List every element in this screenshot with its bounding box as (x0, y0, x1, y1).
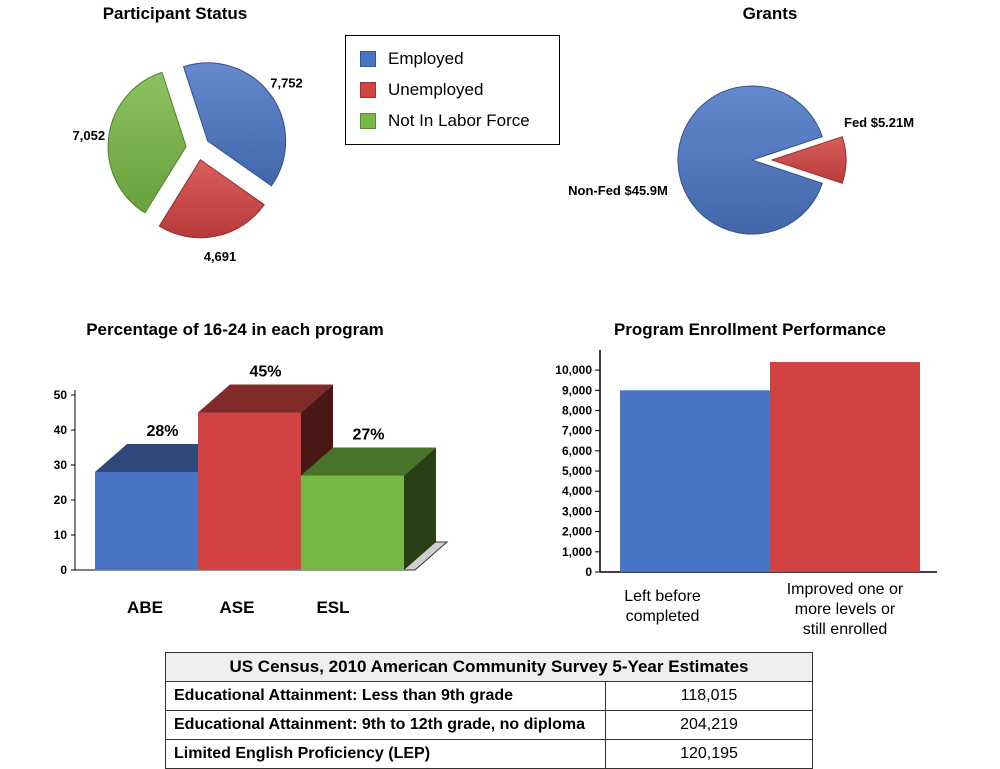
legend-item-unemployed: Unemployed (360, 79, 483, 101)
legend-label-not-in-labor-force: Not In Labor Force (388, 111, 530, 130)
table-row: Limited English Proficiency (LEP) 120,19… (165, 739, 813, 769)
category-label-line: Improved one or (786, 581, 904, 598)
percentage-16-24-title: Percentage of 16-24 in each program (86, 320, 384, 339)
category-label-line: Left before (624, 588, 701, 605)
percentage-16-24-bar-chart: 0 10 20 30 40 50 28% 45% 27% (54, 364, 449, 577)
category-label-abe: ABE (127, 598, 163, 617)
category-label-esl: ESL (316, 598, 350, 617)
y-tick-label: 8,000 (562, 403, 592, 417)
pie-value-label: Fed $5.21M (844, 115, 914, 130)
bar-side-esl (404, 447, 436, 570)
table-cell-label: Educational Attainment: Less than 9th gr… (165, 681, 606, 711)
y-tick-label: 3,000 (562, 504, 592, 518)
category-label-improved: Improved one or more levels or still enr… (765, 580, 925, 640)
y-tick-label: 0 (585, 565, 592, 579)
y-tick-label: 10 (54, 528, 68, 542)
pie-slice-unemployed (158, 159, 265, 239)
grants-title: Grants (742, 4, 798, 23)
bar-abe (95, 472, 198, 570)
legend-label-employed: Employed (388, 49, 464, 68)
bar-improved-or-enrolled (770, 362, 920, 572)
census-table: US Census, 2010 American Community Surve… (165, 652, 813, 769)
bar-left-before-completed (620, 390, 770, 572)
category-label-line: more levels or (794, 601, 896, 618)
bar-top-ase (198, 384, 333, 413)
table-cell-label: Educational Attainment: 9th to 12th grad… (165, 710, 606, 740)
y-tick-label: 5,000 (562, 464, 592, 478)
legend-swatch-not-in-labor-force (360, 113, 376, 129)
census-table-header-row: US Census, 2010 American Community Surve… (165, 652, 813, 682)
participant-status-pie: 7,752 4,691 7,052 (73, 62, 303, 264)
pie-value-label: 4,691 (204, 249, 237, 264)
pie-value-label: Non-Fed $45.9M (568, 183, 668, 198)
category-label-line: still enrolled (802, 621, 888, 638)
y-tick-label: 2,000 (562, 525, 592, 539)
y-tick-label: 1,000 (562, 545, 592, 559)
y-tick-label: 0 (60, 563, 67, 577)
pie-slice-not-in-labor-force (107, 71, 187, 214)
y-tick-label: 40 (54, 423, 68, 437)
y-tick-label: 7,000 (562, 424, 592, 438)
legend-item-employed: Employed (360, 48, 464, 70)
bar-value-label: 28% (146, 423, 178, 440)
chart-legend: Employed Unemployed Not In Labor Force (345, 35, 560, 145)
legend-item-not-in-labor-force: Not In Labor Force (360, 110, 530, 132)
pie-slice-employed (182, 62, 287, 187)
bar-esl (301, 475, 404, 570)
table-row: Educational Attainment: Less than 9th gr… (165, 681, 813, 711)
grants-pie: Non-Fed $45.9M Fed $5.21M (568, 85, 914, 235)
table-row: Educational Attainment: 9th to 12th grad… (165, 710, 813, 740)
y-tick-label: 10,000 (555, 363, 592, 377)
census-table-header: US Census, 2010 American Community Surve… (165, 652, 813, 682)
bar-top-esl (301, 447, 436, 476)
category-label-line: completed (625, 608, 700, 625)
y-tick-label: 6,000 (562, 444, 592, 458)
pie-value-label: 7,752 (270, 76, 303, 91)
participant-status-title: Participant Status (102, 4, 248, 23)
program-enrollment-title: Program Enrollment Performance (613, 320, 887, 339)
y-tick-label: 30 (54, 458, 68, 472)
bar-value-label: 27% (352, 427, 384, 444)
table-cell-value: 204,219 (605, 710, 813, 740)
y-tick-label: 4,000 (562, 484, 592, 498)
bar-value-label: 45% (249, 364, 281, 381)
legend-label-unemployed: Unemployed (388, 80, 484, 99)
category-label-ase: ASE (219, 598, 255, 617)
pie-slice-non-fed (677, 85, 823, 235)
legend-swatch-employed (360, 51, 376, 67)
table-cell-label: Limited English Proficiency (LEP) (165, 739, 606, 769)
bar-ase (198, 412, 301, 570)
pie-value-label: 7,052 (73, 128, 106, 143)
pie-slice-fed (770, 136, 847, 184)
table-cell-value: 120,195 (605, 739, 813, 769)
program-enrollment-bar-chart: 0 1,000 2,000 3,000 4,000 5,000 6,000 7,000 8,00… (555, 350, 937, 579)
category-label-left-before-completed: Left before completed (595, 587, 730, 627)
y-tick-label: 20 (54, 493, 68, 507)
bar-top-abe (95, 444, 230, 472)
y-tick-label: 50 (54, 388, 68, 402)
table-cell-value: 118,015 (605, 681, 813, 711)
legend-swatch-unemployed (360, 82, 376, 98)
y-tick-label: 9,000 (562, 383, 592, 397)
